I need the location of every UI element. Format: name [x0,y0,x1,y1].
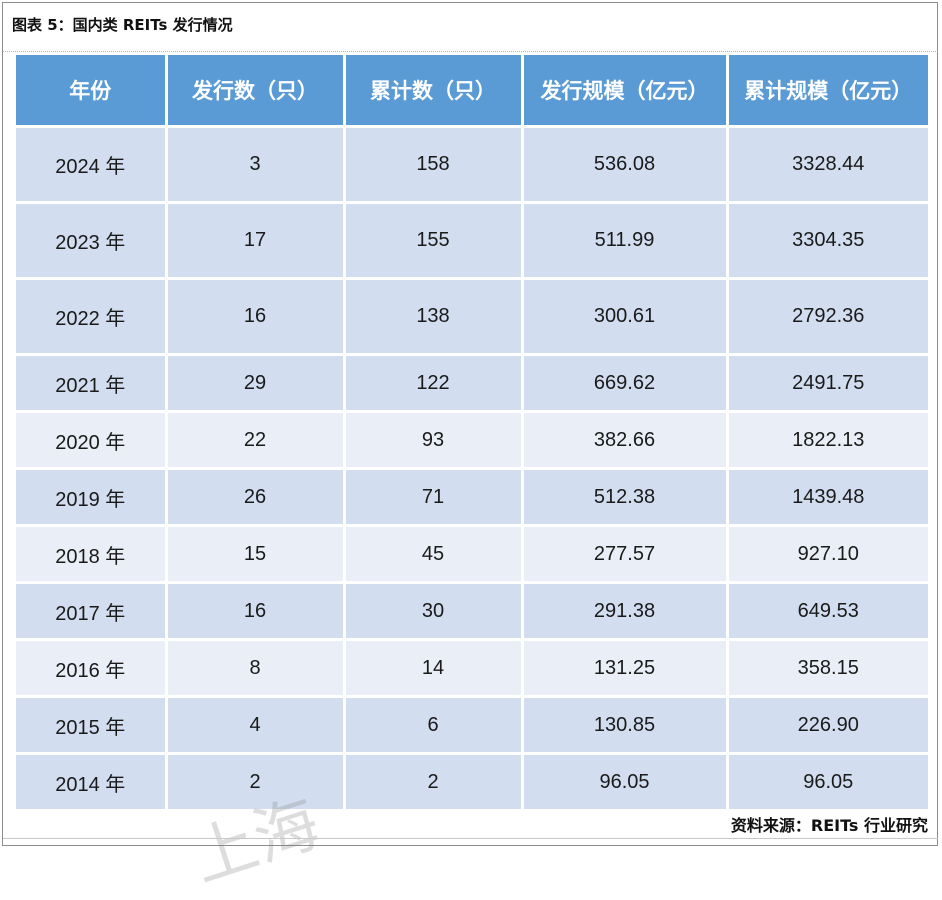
cell-cumulative-count: 2 [344,753,524,812]
cell-issue-size: 96.05 [522,753,729,812]
cell-cumulative-count: 71 [344,468,524,527]
table-row: 2016 年 8 14 131.25 358.15 [16,639,928,698]
cell-issue-count: 3 [166,126,346,204]
figure-caption: 图表 5：国内类 REITs 发行情况 [12,16,233,34]
cell-cumulative-size: 927.10 [727,525,928,584]
cell-year: 2015 年 [16,696,168,755]
cell-issue-count: 15 [166,525,346,584]
cell-issue-size: 277.57 [522,525,729,584]
table-row: 2020 年 22 93 382.66 1822.13 [16,411,928,470]
header-cumulative-count: 累计数（只） [344,55,524,128]
cell-issue-count: 17 [166,202,346,280]
cell-issue-count: 29 [166,354,346,413]
cell-issue-count: 4 [166,696,346,755]
header-year: 年份 [16,55,168,128]
table-row: 2022 年 16 138 300.61 2792.36 [16,278,928,356]
cell-cumulative-count: 122 [344,354,524,413]
bottom-divider [3,838,938,839]
cell-cumulative-size: 649.53 [727,582,928,641]
cell-issue-count: 22 [166,411,346,470]
cell-cumulative-size: 358.15 [727,639,928,698]
cell-cumulative-size: 2491.75 [727,354,928,413]
table-header-row: 年份 发行数（只） 累计数（只） 发行规模（亿元） 累计规模（亿元） [16,55,928,128]
cell-issue-count: 26 [166,468,346,527]
cell-issue-size: 511.99 [522,202,729,280]
cell-cumulative-size: 96.05 [727,753,928,812]
header-cumulative-size: 累计规模（亿元） [727,55,928,128]
cell-cumulative-count: 14 [344,639,524,698]
cell-cumulative-size: 3328.44 [727,126,928,204]
table-row: 2014 年 2 2 96.05 96.05 [16,753,928,812]
cell-issue-size: 536.08 [522,126,729,204]
cell-year: 2022 年 [16,278,168,356]
cell-cumulative-size: 1822.13 [727,411,928,470]
table-row: 2024 年 3 158 536.08 3328.44 [16,126,928,204]
cell-issue-size: 300.61 [522,278,729,356]
cell-year: 2017 年 [16,582,168,641]
source-note: 资料来源：REITs 行业研究 [730,816,928,835]
cell-issue-size: 291.38 [522,582,729,641]
cell-cumulative-count: 155 [344,202,524,280]
cell-cumulative-count: 6 [344,696,524,755]
cell-issue-size: 131.25 [522,639,729,698]
cell-cumulative-count: 45 [344,525,524,584]
cell-issue-size: 669.62 [522,354,729,413]
cell-year: 2016 年 [16,639,168,698]
table-row: 2023 年 17 155 511.99 3304.35 [16,202,928,280]
cell-issue-size: 130.85 [522,696,729,755]
cell-issue-count: 16 [166,278,346,356]
figure-frame [2,2,938,846]
table-row: 2018 年 15 45 277.57 927.10 [16,525,928,584]
caption-divider [3,51,938,52]
cell-cumulative-size: 1439.48 [727,468,928,527]
cell-year: 2024 年 [16,126,168,204]
cell-cumulative-count: 158 [344,126,524,204]
cell-cumulative-count: 30 [344,582,524,641]
cell-issue-count: 8 [166,639,346,698]
cell-year: 2020 年 [16,411,168,470]
cell-cumulative-size: 2792.36 [727,278,928,356]
cell-issue-size: 382.66 [522,411,729,470]
cell-cumulative-count: 93 [344,411,524,470]
cell-year: 2023 年 [16,202,168,280]
cell-issue-count: 16 [166,582,346,641]
table-row: 2021 年 29 122 669.62 2491.75 [16,354,928,413]
cell-year: 2018 年 [16,525,168,584]
cell-year: 2019 年 [16,468,168,527]
cell-year: 2014 年 [16,753,168,812]
cell-cumulative-count: 138 [344,278,524,356]
cell-issue-size: 512.38 [522,468,729,527]
cell-year: 2021 年 [16,354,168,413]
reits-issuance-table: 年份 发行数（只） 累计数（只） 发行规模（亿元） 累计规模（亿元） 2024 … [16,55,928,812]
cell-cumulative-size: 226.90 [727,696,928,755]
cell-issue-count: 2 [166,753,346,812]
table-row: 2015 年 4 6 130.85 226.90 [16,696,928,755]
table-row: 2019 年 26 71 512.38 1439.48 [16,468,928,527]
header-issue-size: 发行规模（亿元） [522,55,729,128]
header-issue-count: 发行数（只） [166,55,346,128]
table-row: 2017 年 16 30 291.38 649.53 [16,582,928,641]
cell-cumulative-size: 3304.35 [727,202,928,280]
